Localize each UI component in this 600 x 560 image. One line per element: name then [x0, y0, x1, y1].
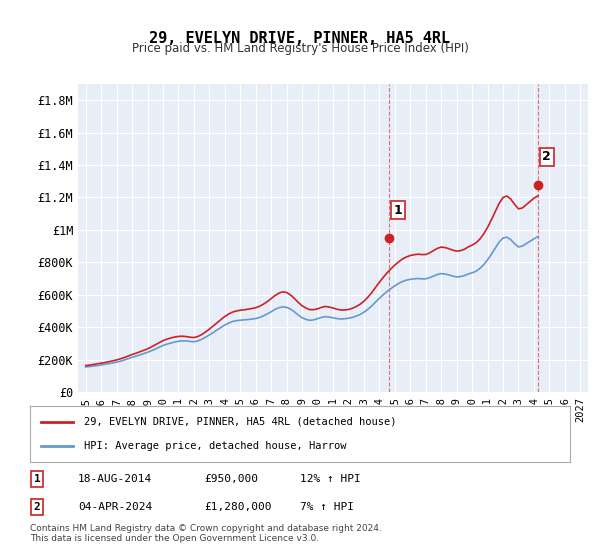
Text: Price paid vs. HM Land Registry's House Price Index (HPI): Price paid vs. HM Land Registry's House …: [131, 42, 469, 55]
Text: 1: 1: [393, 204, 402, 217]
Text: HPI: Average price, detached house, Harrow: HPI: Average price, detached house, Harr…: [84, 441, 347, 451]
Text: £950,000: £950,000: [204, 474, 258, 484]
Text: 12% ↑ HPI: 12% ↑ HPI: [300, 474, 361, 484]
Text: £1,280,000: £1,280,000: [204, 502, 271, 512]
Text: 2: 2: [542, 150, 551, 163]
Text: 29, EVELYN DRIVE, PINNER, HA5 4RL: 29, EVELYN DRIVE, PINNER, HA5 4RL: [149, 31, 451, 46]
Text: 7% ↑ HPI: 7% ↑ HPI: [300, 502, 354, 512]
Text: 1: 1: [34, 474, 41, 484]
Text: 18-AUG-2014: 18-AUG-2014: [78, 474, 152, 484]
Text: 2: 2: [34, 502, 41, 512]
Text: Contains HM Land Registry data © Crown copyright and database right 2024.
This d: Contains HM Land Registry data © Crown c…: [30, 524, 382, 543]
Text: 04-APR-2024: 04-APR-2024: [78, 502, 152, 512]
Text: 29, EVELYN DRIVE, PINNER, HA5 4RL (detached house): 29, EVELYN DRIVE, PINNER, HA5 4RL (detac…: [84, 417, 397, 427]
